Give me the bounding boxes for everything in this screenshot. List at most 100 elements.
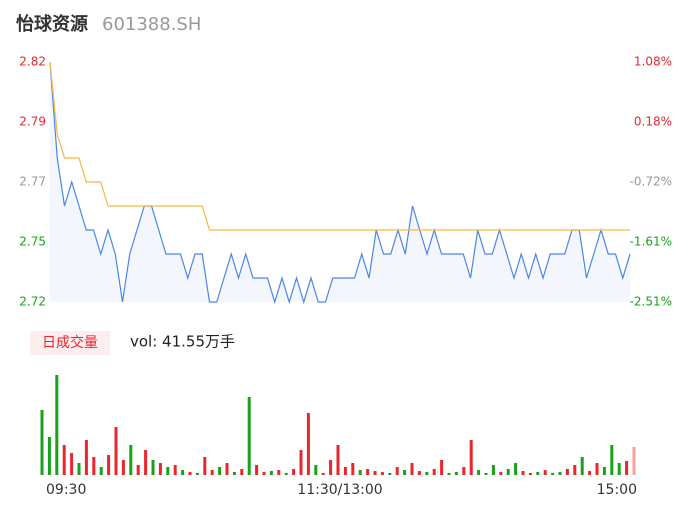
volume-bar [440,460,444,475]
volume-bar [491,465,495,475]
volume-bar [551,473,555,475]
stock-code: 601388.SH [102,14,201,35]
volume-bar [410,463,414,475]
volume-bar [181,470,185,475]
volume-bar [47,437,51,475]
volume-bar [403,470,407,475]
volume-bar [232,472,236,475]
volume-bar [499,472,503,475]
volume-bar [77,463,81,475]
volume-bar [506,469,510,475]
volume-bar [536,472,540,475]
volume-bar [218,467,222,475]
volume-bar [336,445,340,475]
volume-bar [373,471,377,475]
volume-bar [425,472,429,475]
volume-bar [292,469,296,475]
volume-bar [617,463,621,475]
volume-bar [632,447,636,475]
volume-bar [595,463,599,475]
volume-bar [121,460,125,475]
volume-bar [114,427,118,475]
volume-bar [417,471,421,475]
y2-tick-label: 1.08% [634,55,672,69]
y2-tick-label: -1.61% [630,235,672,249]
volume-bar [144,450,148,475]
volume-bar [454,472,458,475]
volume-bar [173,465,177,475]
volume-bar [158,463,162,475]
volume-bar [329,460,333,475]
volume-bar [277,470,281,475]
volume-tab-bg [30,331,110,355]
volume-summary: vol: 41.55万手 [130,333,235,351]
volume-bar [262,472,266,475]
volume-bar [284,473,288,475]
y2-tick-label: -0.72% [630,175,672,189]
volume-bar [99,467,103,475]
volume-bar [388,473,392,475]
volume-bar [610,445,614,475]
x-tick-label: 11:30/13:00 [297,482,382,498]
volume-bar [514,463,518,475]
volume-bar [92,457,96,475]
volume-bar [70,453,74,475]
volume-bar [247,397,251,475]
volume-bar [299,450,303,475]
volume-bar [588,471,592,475]
volume-bar [151,460,155,475]
volume-bar [210,470,214,475]
volume-bar [255,465,259,475]
volume-bar [469,440,473,475]
volume-bar [602,467,606,475]
price-area [50,62,630,302]
volume-bar [129,445,133,475]
volume-bar [558,472,562,475]
y-tick-label: 2.72 [19,295,46,309]
average-line [49,61,630,231]
volume-bar [477,470,481,475]
y-tick-label: 2.82 [19,55,46,69]
y-tick-label: 2.77 [19,175,46,189]
volume-bar [203,457,207,475]
volume-bar [84,440,88,475]
volume-bar [358,470,362,475]
volume-bar [395,467,399,475]
volume-bar [195,473,199,475]
volume-bar [521,471,525,475]
volume-bar [351,463,355,475]
volume-bar [240,469,244,475]
volume-bar [136,465,140,475]
volume-bar [343,467,347,475]
volume-bar [107,455,111,475]
volume-bar [432,469,436,475]
volume-bar [380,472,384,475]
y-tick-label: 2.75 [19,235,46,249]
volume-bar [447,473,451,475]
volume-bar [62,445,66,475]
volume-bar [314,465,318,475]
volume-bar [40,410,44,475]
volume-bar [484,473,488,475]
volume-bar [166,467,170,475]
x-tick-label: 09:30 [46,482,86,498]
volume-bar [306,413,310,475]
y2-tick-label: -2.51% [630,295,672,309]
y2-tick-label: 0.18% [634,115,672,129]
volume-bar [269,471,273,475]
volume-bar [528,473,532,475]
volume-bar [625,461,629,475]
volume-bar [565,469,569,475]
volume-tab: 日成交量 [42,334,98,351]
volume-bar [225,463,229,475]
volume-bar [188,472,192,475]
volume-bar [321,473,325,475]
volume-bar [580,457,584,475]
x-tick-label: 15:00 [597,482,637,498]
volume-bar [55,375,59,475]
volume-bar [573,465,577,475]
volume-bar [543,470,547,475]
volume-bar [366,469,370,475]
y-tick-label: 2.79 [19,115,46,129]
